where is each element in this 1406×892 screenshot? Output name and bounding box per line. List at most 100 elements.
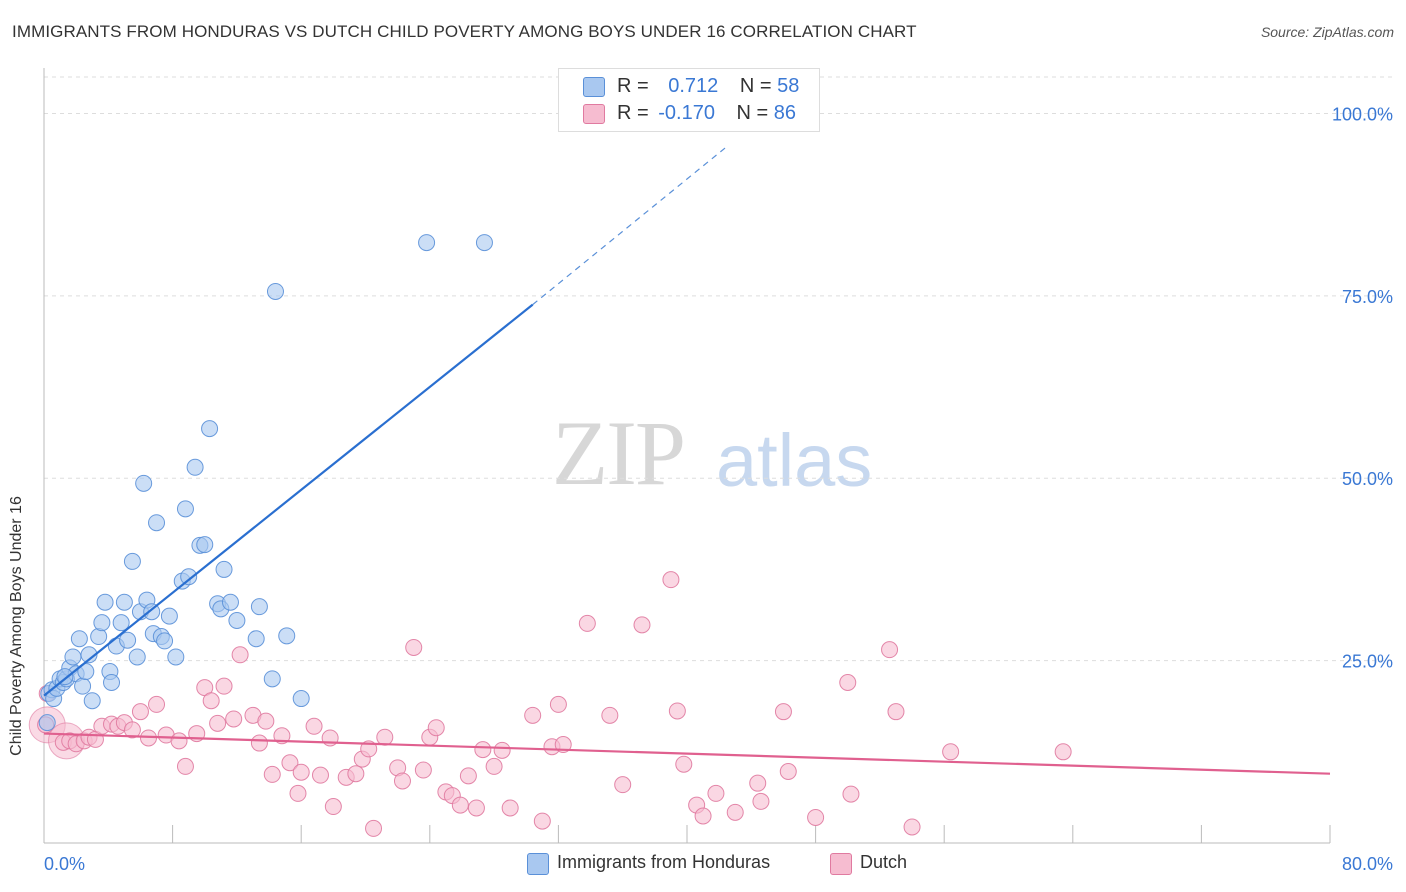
dutch-point <box>257 712 275 730</box>
honduras-point <box>278 627 296 645</box>
dutch-point <box>225 710 243 728</box>
data-points <box>28 234 1072 837</box>
dutch-point <box>749 774 767 792</box>
dutch-point <box>273 727 291 745</box>
honduras-point <box>119 631 137 649</box>
dutch-point <box>414 761 432 779</box>
dutch-point <box>694 807 712 825</box>
dutch-point <box>209 714 227 732</box>
x-tick-label-min: 0.0% <box>44 854 85 874</box>
honduras-point <box>167 648 185 666</box>
honduras-point <box>103 674 121 692</box>
honduras-point <box>475 234 493 252</box>
dutch-point <box>633 616 651 634</box>
dutch-point <box>281 754 299 772</box>
honduras-point <box>176 500 194 518</box>
y-tick-label: 75.0% <box>1342 287 1393 307</box>
dutch-point <box>459 767 477 785</box>
y-tick-label: 50.0% <box>1342 469 1393 489</box>
legend-n-value: 86 <box>773 102 797 124</box>
dutch-point <box>202 692 220 710</box>
legend-r-value: 0.712 <box>668 75 719 97</box>
source-label: Source: ZipAtlas.com <box>1260 24 1394 40</box>
dutch-point <box>903 818 921 836</box>
bottom-swatch-pink <box>830 853 852 875</box>
legend-r-value: -0.170 <box>658 102 715 124</box>
dutch-point <box>347 765 365 783</box>
dutch-point <box>305 717 323 735</box>
y-tick-label: 25.0% <box>1342 652 1393 672</box>
dutch-point <box>467 799 485 817</box>
legend-r-label: R = <box>617 75 649 97</box>
honduras-point <box>96 593 114 611</box>
honduras-point <box>292 690 310 708</box>
dutch-point <box>881 641 899 659</box>
trend-lines <box>43 145 1331 775</box>
honduras-point <box>135 474 153 492</box>
dutch-point <box>774 703 792 721</box>
dutch-point <box>578 614 596 632</box>
honduras-point <box>156 632 174 650</box>
legend-swatch-pink <box>583 104 605 124</box>
dutch-point <box>554 736 572 754</box>
dutch-point <box>533 812 551 830</box>
dutch-point <box>501 799 519 817</box>
correlation-legend: R = 0.712 N = 58 R = -0.170 N = 86 <box>558 68 820 132</box>
honduras-point <box>180 568 198 586</box>
honduras-point <box>418 234 436 252</box>
legend-swatch-blue <box>583 77 605 97</box>
dutch-point <box>263 765 281 783</box>
honduras-point <box>247 630 265 648</box>
dutch-point <box>842 785 860 803</box>
dutch-point <box>549 695 567 713</box>
dutch-point <box>752 792 770 810</box>
dutch-point <box>123 721 141 739</box>
dutch-point <box>942 743 960 761</box>
dutch-point <box>662 571 680 589</box>
x-tick-label-max: 80.0% <box>1342 854 1393 874</box>
honduras-point <box>56 668 74 686</box>
honduras-point <box>186 458 204 476</box>
honduras-point <box>83 692 101 710</box>
honduras-point <box>93 614 111 632</box>
legend-n-value: 58 <box>777 75 800 97</box>
honduras-point <box>115 593 133 611</box>
honduras-point <box>221 593 239 611</box>
dutch-point <box>170 732 188 750</box>
bottom-legend-label: Dutch <box>860 852 908 872</box>
bottom-legend-label: Immigrants from Honduras <box>557 852 771 872</box>
honduras-point <box>250 598 268 616</box>
legend-n-label: N = <box>739 75 772 97</box>
honduras-point <box>112 614 130 632</box>
dutch-point <box>148 695 166 713</box>
dutch-point <box>311 766 329 784</box>
honduras-point <box>215 560 233 578</box>
dutch-point <box>726 803 744 821</box>
bottom-swatch-blue <box>527 853 549 875</box>
dutch-point <box>601 706 619 724</box>
honduras-point <box>266 282 284 300</box>
dutch-point <box>231 646 249 664</box>
dutch-point <box>292 763 310 781</box>
honduras-point <box>228 611 246 629</box>
dutch-point <box>365 819 383 837</box>
dutch-point <box>779 763 797 781</box>
dutch-point <box>1054 743 1072 761</box>
honduras-point <box>263 670 281 688</box>
dutch-point <box>250 734 268 752</box>
dutch-point <box>474 741 492 759</box>
dutch-point <box>176 757 194 775</box>
honduras-point <box>123 552 141 570</box>
legend-n-label: N = <box>736 102 769 124</box>
dutch-point <box>376 728 394 746</box>
honduras-point <box>143 603 161 621</box>
dutch-point <box>839 674 857 692</box>
honduras-point <box>128 648 146 666</box>
legend-r-label: R = <box>617 102 649 124</box>
dutch-point <box>324 798 342 816</box>
chart-title: IMMIGRANTS FROM HONDURAS VS DUTCH CHILD … <box>12 22 917 41</box>
dutch-point <box>887 703 905 721</box>
watermark-zip: ZIP <box>552 402 686 504</box>
dutch-point <box>614 776 632 794</box>
